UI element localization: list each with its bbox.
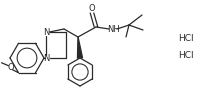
Text: O: O (7, 63, 14, 72)
Text: O: O (89, 4, 95, 13)
Text: N: N (43, 28, 49, 36)
Text: N: N (43, 54, 49, 63)
Text: NH: NH (107, 24, 119, 34)
Text: HCl: HCl (178, 50, 194, 59)
Text: HCl: HCl (178, 34, 194, 43)
Polygon shape (77, 37, 82, 58)
